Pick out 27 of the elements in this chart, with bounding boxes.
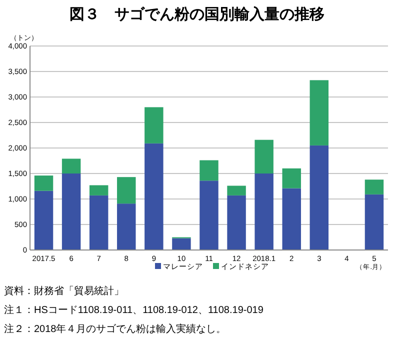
- bar: [34, 176, 54, 191]
- bar: [117, 204, 136, 250]
- bar: [282, 168, 301, 188]
- bar: [254, 174, 274, 250]
- bar: [227, 186, 246, 196]
- bar: [310, 145, 329, 250]
- bar: [89, 195, 108, 250]
- chart-title: 図３ サゴでん粉の国別輸入量の推移: [70, 6, 324, 23]
- bar: [282, 188, 301, 250]
- bar: [254, 140, 274, 174]
- bar: [200, 180, 218, 250]
- bar: [227, 195, 246, 250]
- bar: [144, 143, 164, 250]
- bar: [310, 80, 329, 146]
- bar: [200, 160, 218, 181]
- bar: [62, 158, 81, 174]
- text: 資料：財務省「貿易統計」: [4, 285, 124, 297]
- bar: [364, 180, 384, 194]
- bar: [62, 174, 81, 250]
- text: 注１：HSコード1108.19-011、1108.19-012、1108.19-019: [4, 304, 264, 316]
- text: 注２：2018年４月のサゴでん粉は輸入実績なし。: [4, 323, 226, 335]
- bar: [364, 194, 384, 250]
- bar: [34, 190, 54, 250]
- bar: [172, 238, 191, 250]
- bar: [144, 107, 164, 144]
- bar: [117, 177, 136, 204]
- bar: [89, 185, 108, 196]
